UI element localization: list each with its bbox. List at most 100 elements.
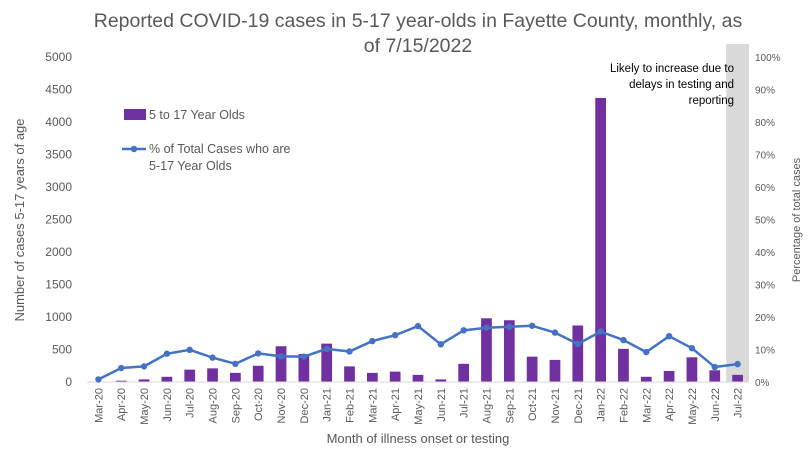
line-point — [163, 350, 171, 357]
y-axis-ticks: 0 500 1000 1500 2000 2500 3000 3500 4000 4500 5000 — [45, 50, 72, 389]
bar — [138, 379, 150, 382]
x-tick-label: Feb-22 — [618, 388, 630, 423]
bar — [686, 357, 698, 382]
x-tick-label: May-21 — [413, 388, 425, 425]
line-point — [391, 332, 399, 339]
bar — [640, 376, 652, 382]
x-tick-label: Dec-20 — [299, 388, 311, 423]
line-point — [528, 322, 536, 329]
line-point — [551, 329, 559, 336]
line-point — [734, 360, 741, 368]
bar — [321, 343, 333, 382]
y2-tick-label: 40% — [755, 248, 775, 259]
y-tick-label: 3000 — [45, 180, 72, 194]
y2-axis-ticks: 0% 10% 20% 30% 40% 50% 60% 70% 80% 90% 100% — [755, 53, 781, 389]
x-tick-label: Sep-21 — [504, 388, 516, 423]
y-tick-label: 0 — [65, 375, 72, 389]
bar — [572, 325, 584, 382]
line-point — [711, 363, 718, 371]
line-point — [186, 346, 193, 354]
bar — [435, 379, 447, 382]
line-point — [574, 340, 581, 348]
bar — [366, 372, 378, 382]
line-point — [323, 345, 330, 353]
x-tick-label: Oct-20 — [253, 388, 265, 421]
line-point — [300, 353, 308, 360]
line-point — [620, 336, 627, 344]
y-tick-label: 2000 — [45, 245, 72, 259]
bar — [526, 356, 538, 382]
line-point — [688, 345, 696, 352]
y2-tick-label: 30% — [755, 281, 775, 292]
y-tick-label: 3500 — [45, 148, 72, 162]
y2-tick-label: 0% — [755, 378, 770, 389]
annotation-line-1: Likely to increase due to — [610, 63, 734, 75]
y-tick-label: 500 — [52, 343, 72, 357]
bar — [549, 359, 561, 382]
x-tick-label: Apr-22 — [664, 388, 676, 421]
y2-tick-label: 70% — [755, 151, 775, 162]
bar — [184, 369, 196, 382]
bar — [503, 320, 515, 382]
legend-line-label-2: 5-17 Year Olds — [149, 159, 232, 173]
x-tick-label: May-20 — [139, 388, 151, 425]
x-tick-label: Jan-21 — [322, 388, 334, 422]
bar — [389, 371, 401, 382]
x-axis-label: Month of illness onset or testing — [327, 431, 510, 446]
line-point — [209, 354, 216, 361]
line-point — [346, 348, 353, 355]
y-tick-label: 1000 — [45, 310, 72, 324]
legend-bar-label: 5 to 17 Year Olds — [149, 108, 245, 122]
line-series — [95, 322, 741, 383]
chart-title-line-1: Reported COVID-19 cases in 5-17 year-old… — [94, 10, 743, 32]
x-tick-label: Jun-22 — [710, 388, 722, 422]
line-point — [95, 376, 102, 383]
x-tick-label: Aug-20 — [208, 388, 220, 423]
line-point — [483, 324, 490, 331]
line-point — [140, 363, 148, 370]
legend-line-marker — [130, 145, 138, 153]
x-tick-label: Jan-22 — [596, 388, 608, 422]
x-tick-label: Jun-21 — [436, 388, 448, 422]
legend: 5 to 17 Year Olds % of Total Cases who a… — [122, 108, 294, 173]
x-tick-label: Apr-20 — [116, 388, 128, 421]
x-tick-label: Apr-21 — [390, 388, 402, 421]
x-tick-label: Jul-20 — [185, 388, 197, 418]
x-axis-ticks: Mar-20 Apr-20 May-20 Jun-20 Jul-20 Aug-20 Sep-… — [93, 388, 744, 425]
bar — [663, 370, 675, 382]
x-tick-label: Jun-20 — [162, 388, 174, 422]
bar — [732, 374, 743, 382]
x-tick-label: Feb-21 — [345, 388, 357, 423]
line-point — [255, 350, 262, 357]
provisional-shade — [726, 44, 749, 382]
legend-line-label: % of Total Cases who are 5-17 Year Olds — [149, 142, 294, 173]
bar — [709, 370, 721, 382]
x-tick-label: Nov-21 — [550, 388, 562, 423]
x-tick-label: Nov-20 — [276, 388, 288, 423]
line-point — [437, 341, 445, 348]
y2-tick-label: 90% — [755, 86, 775, 97]
line-point — [597, 328, 604, 335]
line-point — [665, 332, 673, 340]
x-tick-label: May-22 — [687, 388, 699, 425]
bar — [275, 346, 287, 382]
y2-tick-label: 80% — [755, 118, 775, 129]
y2-tick-label: 10% — [755, 346, 775, 357]
legend-line-label-1: % of Total Cases who are — [149, 142, 291, 156]
y-tick-label: 4500 — [45, 83, 72, 97]
legend-bar-swatch — [124, 109, 146, 120]
x-tick-label: Oct-21 — [527, 388, 539, 421]
bar — [298, 354, 310, 382]
line-point — [643, 348, 650, 356]
y-tick-label: 2500 — [45, 213, 72, 227]
y2-tick-label: 100% — [755, 53, 781, 64]
chart-title-line-2: of 7/15/2022 — [364, 35, 472, 57]
line-point — [277, 353, 285, 360]
x-tick-label: Mar-20 — [93, 388, 105, 423]
x-tick-label: Aug-21 — [481, 388, 493, 423]
bar — [481, 318, 492, 382]
y2-axis-label: Percentage of total cases — [791, 157, 803, 282]
line-point — [460, 327, 467, 334]
bar — [595, 97, 606, 382]
